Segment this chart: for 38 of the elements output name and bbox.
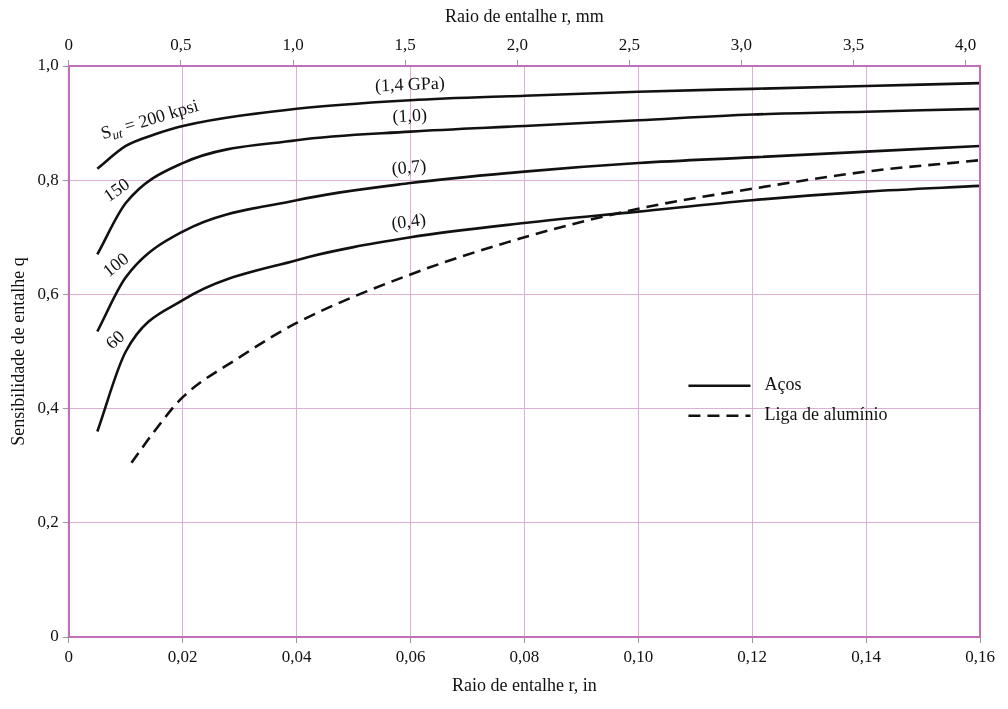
x-tick-label: 0 [64,646,74,666]
x-tick-label: 0,06 [395,646,426,666]
y-axis-title: Sensibilidade de entalhe q [7,257,28,446]
y-tick-label: 0,8 [37,169,59,189]
y-tick-label: 0,2 [37,512,59,532]
x-tick-label: 0,02 [167,646,198,666]
x-tick-label: 0,10 [623,646,654,666]
x-axis-title: Raio de entalhe r, in [452,674,597,695]
x2-tick-label: 0 [64,35,74,55]
y-tick-label: 0 [50,626,59,646]
annotation: (0,4) [390,209,427,235]
x2-tick-label: 0,5 [170,35,192,55]
x2-tick-label: 1,0 [282,35,304,55]
x-tick-label: 0,04 [281,646,313,666]
y-tick-label: 0,4 [37,398,60,418]
annotation: 100 [98,248,133,281]
x2-tick-label: 2,5 [618,35,640,55]
annotation: Sut = 200 kpsi [98,94,201,144]
annotation: 150 [99,173,134,206]
x2-tick-label: 3,0 [730,35,753,55]
x-tick-label: 0,16 [965,646,995,666]
x-tick-label: 0,08 [509,646,540,666]
annotation: (1,4 GPa) [374,72,446,97]
legend-label: Liga de alumínio [764,404,888,425]
x2-tick-label: 2,0 [506,35,528,55]
line-series [96,144,980,333]
x2-tick-label: 1,5 [394,35,416,55]
x2-axis-title: Raio de entalhe r, mm [445,5,604,26]
x2-tick-label: 4,0 [955,35,977,55]
legend-label: Aços [764,374,802,395]
x-tick-label: 0,14 [851,646,882,666]
annotation: (1,0) [391,104,428,128]
y-tick-label: 0,6 [37,283,59,303]
y-tick-label: 1,0 [37,55,59,75]
x-tick-label: 0,12 [737,646,768,666]
x2-tick-label: 3,5 [842,35,865,55]
annotation: (0,7) [390,155,428,180]
annotation: 60 [101,325,129,353]
